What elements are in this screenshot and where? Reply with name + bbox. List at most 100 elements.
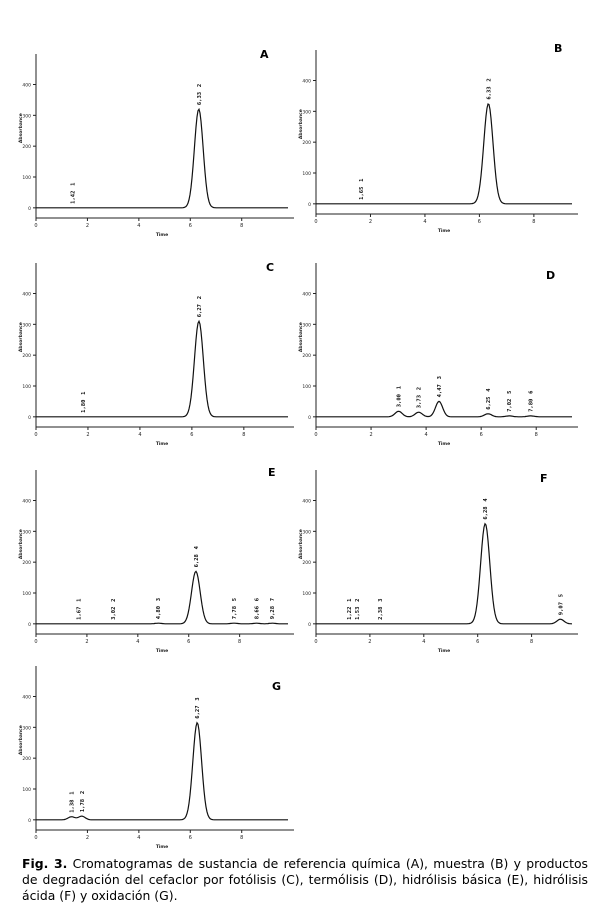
chromatogram-svg-a: 0 100 200 300 400 0 2 4 6 8 Time Absorbance 1,42 1 6,3… (18, 48, 294, 238)
chromatogram-g: 0 100 200 300 400 0 2 4 6 8 Time Absorbance 1,38 1 1,7… (18, 664, 294, 850)
y-tick-label: 300 (22, 322, 31, 328)
x-tick-label: 6 (187, 639, 190, 645)
y-tick-label: 400 (302, 79, 311, 85)
y-tick-label: 0 (308, 202, 311, 208)
peak-number-label: 3 (437, 376, 443, 379)
chromatogram-svg-c: 0 100 200 300 400 0 2 4 6 8 Time Absorbance 1,80 1 6,2… (18, 261, 294, 447)
y-axis-title: Absorbance (18, 529, 24, 559)
y-tick-label: 0 (28, 415, 31, 421)
peak-number-label: 2 (197, 296, 203, 299)
x-tick-label: 4 (425, 432, 428, 438)
panel-letter: C (266, 261, 274, 274)
x-tick-label: 8 (535, 432, 538, 438)
chromatogram-a: 0 100 200 300 400 0 2 4 6 8 Time Absorbance 1,42 1 6,3… (18, 38, 294, 244)
peak-number-label: 4 (194, 545, 200, 549)
chromatogram-svg-b: 0 100 200 300 400 0 2 4 6 8 Time Absorbance 1,65 1 6,3… (298, 42, 578, 234)
y-tick-label: 100 (22, 591, 31, 597)
x-tick-label: 6 (480, 432, 483, 438)
x-tick-label: 8 (532, 219, 535, 225)
x-tick-label: 2 (368, 639, 371, 645)
peak-number-label: 5 (558, 594, 564, 597)
chromatogram-svg-d: 0 100 200 300 400 0 2 4 6 8 Time Absorbance 3,00 1 3,7… (298, 263, 578, 447)
chromatogram-trace (36, 570, 288, 625)
x-tick-label: 0 (314, 219, 317, 225)
chromatogram-trace (316, 103, 572, 205)
panel-letter: B (554, 42, 562, 55)
y-tick-label: 100 (22, 787, 31, 793)
peak-time-label: 6,25 (486, 397, 492, 410)
y-tick-label: 200 (22, 353, 31, 359)
x-tick-label: 0 (34, 639, 37, 645)
y-tick-label: 0 (28, 206, 31, 212)
chromatogram-trace (36, 721, 288, 821)
peak-number-label: 7 (270, 598, 276, 601)
peak-time-label: 4,80 (156, 606, 162, 619)
peak-time-label: 1,78 (80, 799, 86, 812)
y-axis-title: Absorbance (18, 725, 24, 755)
panel-letter: A (260, 48, 269, 61)
peak-time-label: 1,22 (347, 607, 353, 620)
peak-number-label: 2 (486, 78, 492, 81)
peak-time-label: 8,66 (254, 605, 260, 619)
y-tick-label: 200 (302, 560, 311, 566)
peak-number-label: 2 (197, 84, 203, 87)
y-tick-label: 400 (22, 695, 31, 701)
peak-time-label: 3,73 (417, 395, 423, 408)
peak-time-label: 6,27 (197, 304, 203, 317)
y-tick-label: 100 (302, 171, 311, 177)
x-tick-label: 0 (34, 835, 37, 841)
peak-number-label: 5 (507, 391, 513, 394)
x-tick-label: 4 (423, 219, 426, 225)
caption-label: Fig. 3. (22, 856, 68, 871)
x-tick-label: 4 (136, 639, 139, 645)
x-tick-label: 4 (137, 835, 140, 841)
peak-number-label: 1 (397, 385, 403, 389)
x-tick-label: 8 (530, 639, 533, 645)
x-tick-label: 2 (86, 223, 89, 229)
x-tick-label: 8 (240, 835, 243, 841)
x-tick-label: 6 (476, 639, 479, 645)
chromatogram-trace (36, 107, 288, 209)
chromatogram-trace (316, 400, 572, 418)
x-tick-label: 6 (478, 219, 481, 225)
y-tick-label: 100 (22, 384, 31, 390)
y-tick-label: 200 (22, 144, 31, 150)
x-tick-label: 2 (86, 432, 89, 438)
y-tick-label: 0 (308, 415, 311, 421)
panel-letter: E (268, 466, 276, 479)
panel-letter: F (540, 472, 548, 485)
peak-time-label: 6,33 (197, 92, 203, 105)
chromatogram-trace (36, 319, 288, 418)
y-tick-label: 300 (302, 109, 311, 115)
y-tick-label: 0 (28, 622, 31, 628)
peak-number-label: 1 (69, 791, 75, 795)
y-tick-label: 200 (302, 140, 311, 146)
peak-time-label: 1,67 (77, 607, 83, 620)
chromatogram-svg-f: 0 100 200 300 400 0 2 4 6 8 Time Absorbance 1,22 1 1,5… (298, 470, 578, 654)
peak-time-label: 1,80 (81, 400, 87, 413)
chromatogram-trace (316, 522, 572, 625)
y-axis-title: Absorbance (298, 529, 304, 559)
peak-time-label: 6,27 (195, 705, 201, 718)
x-tick-label: 0 (314, 432, 317, 438)
peak-time-label: 1,38 (69, 800, 75, 813)
y-tick-label: 100 (22, 175, 31, 181)
panel-letter: D (546, 269, 555, 282)
chromatogram-c: 0 100 200 300 400 0 2 4 6 8 Time Absorbance 1,80 1 6,2… (18, 255, 294, 451)
peak-number-label: 2 (417, 387, 423, 390)
y-tick-label: 300 (22, 725, 31, 731)
peak-number-label: 1 (359, 178, 365, 182)
x-axis-title: Time (438, 441, 450, 447)
x-tick-label: 8 (240, 223, 243, 229)
panel-letter: G (272, 680, 281, 693)
peak-number-label: 1 (71, 182, 77, 186)
y-tick-label: 0 (28, 818, 31, 824)
x-tick-label: 0 (34, 432, 37, 438)
peak-number-label: 2 (111, 599, 117, 602)
x-axis-title: Time (438, 648, 450, 654)
peak-time-label: 6,28 (194, 554, 200, 567)
chromatogram-e: 0 100 200 300 400 0 2 4 6 8 Time Absorbance 1,67 1 3,0… (18, 458, 294, 654)
peak-number-label: 1 (81, 391, 87, 395)
x-axis-title: Time (156, 232, 168, 238)
y-axis-title: Absorbance (298, 322, 304, 352)
